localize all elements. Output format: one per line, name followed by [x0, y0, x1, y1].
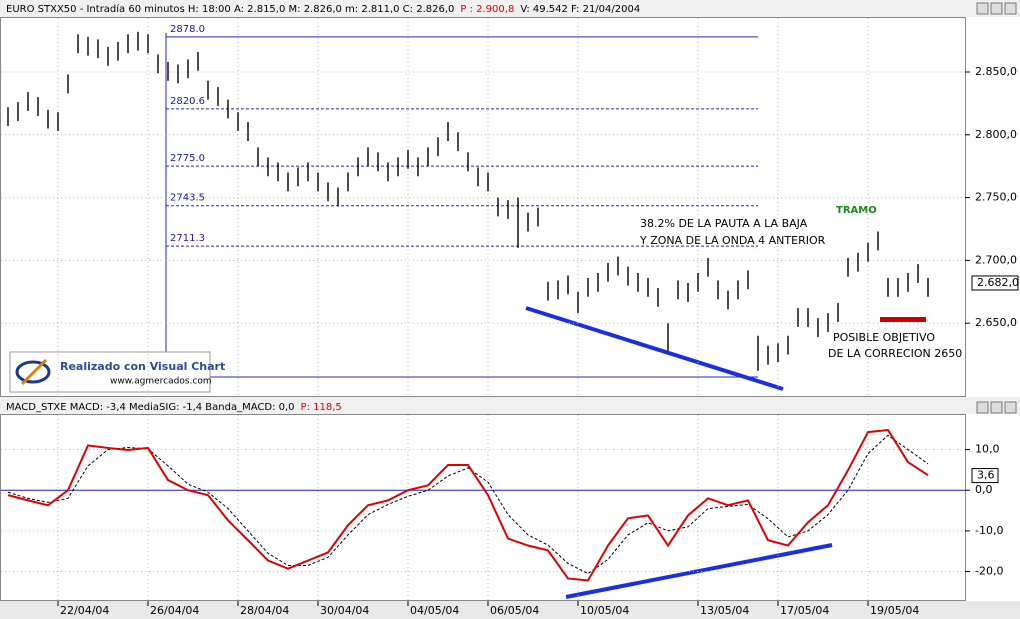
annotation: DE LA CORRECION 2650 [828, 347, 962, 360]
close-button[interactable] [1004, 2, 1017, 15]
fib-label: 2775.0 [170, 153, 205, 164]
y-tick-label: -10,0 [975, 524, 1003, 537]
annotation: POSIBLE OBJETIVO [833, 331, 935, 344]
title-tail: V: 49.542 F: 21/04/2004 [520, 4, 640, 15]
x-tick-label: 04/05/04 [410, 604, 459, 617]
y-tick-label: 2.700,0 [975, 253, 1017, 266]
x-tick-label: 06/05/04 [490, 604, 539, 617]
fib-label: 2820.6 [170, 96, 205, 107]
x-tick-label: 13/05/04 [700, 604, 749, 617]
macd-title: MACD_STXE MACD: -3,4 MediaSIG: -1,4 Band… [6, 402, 342, 413]
y-tick-label: 2.800,0 [975, 128, 1017, 141]
logo-text: Realizado con Visual Chart [60, 360, 225, 373]
fib-label: 2878.0 [170, 24, 205, 35]
y-tick-label: -20,0 [975, 565, 1003, 578]
last-value-label: 3,6 [977, 469, 995, 482]
maximize-button[interactable] [990, 2, 1003, 15]
logo-box [9, 351, 211, 393]
title-p: P : 2.900,8 [460, 4, 514, 15]
macd-header-bar [0, 397, 1020, 414]
macd-line [7, 434, 929, 575]
y-tick-label: 10,0 [975, 443, 1000, 456]
fib-label: 2743.5 [170, 193, 205, 204]
target-marker [880, 317, 926, 322]
annotation: 38.2% DE LA PAUTA A LA BAJA [640, 217, 808, 230]
title-text: MACD_STXE MACD: -3,4 MediaSIG: -1,4 Band… [6, 402, 295, 413]
close-button[interactable] [1004, 401, 1017, 414]
y-tick-label: 2.850,0 [975, 65, 1017, 78]
logo-icon [15, 360, 51, 384]
date-axis-bar [0, 601, 1020, 619]
x-tick-label: 19/05/04 [870, 604, 919, 617]
chart-title: EURO STXX50 - Intradía 60 minutos H: 18:… [6, 3, 640, 15]
y-tick-label: 2.750,0 [975, 191, 1017, 204]
y-tick-label: 2.650,0 [975, 316, 1017, 329]
annotation: TRAMO [836, 205, 877, 216]
last-value-box [971, 468, 999, 484]
fib-label: 2711.3 [170, 233, 205, 244]
x-tick-label: 10/05/04 [580, 604, 629, 617]
logo-icon [20, 358, 48, 386]
logo: Realizado con Visual Chart www.agmercado… [9, 351, 225, 393]
logo-url: www.agmercados.com [110, 377, 212, 387]
x-tick-label: 22/04/04 [60, 604, 109, 617]
title-p: P: 118,5 [301, 402, 342, 413]
header-bar [0, 0, 1020, 17]
trend-line [525, 306, 784, 391]
price-panel [0, 17, 966, 397]
title-text: EURO STXX50 - Intradía 60 minutos H: 18:… [6, 3, 454, 15]
x-tick-label: 28/04/04 [240, 604, 289, 617]
x-tick-label: 30/04/04 [320, 604, 369, 617]
window-buttons[interactable] [976, 2, 1017, 414]
macd-line [7, 428, 929, 582]
y-tick-label: 0,0 [975, 483, 993, 496]
last-price-label: 2.682,0 [977, 276, 1019, 289]
x-tick-label: 17/05/04 [780, 604, 829, 617]
annotation: Y ZONA DE LA ONDA 4 ANTERIOR [639, 234, 826, 247]
macd-panel [0, 414, 966, 601]
x-tick-label: 26/04/04 [150, 604, 199, 617]
trend-line [565, 543, 833, 599]
minimize-button[interactable] [976, 401, 989, 414]
last-price-box [971, 275, 1019, 291]
maximize-button[interactable] [990, 401, 1003, 414]
minimize-button[interactable] [976, 2, 989, 15]
